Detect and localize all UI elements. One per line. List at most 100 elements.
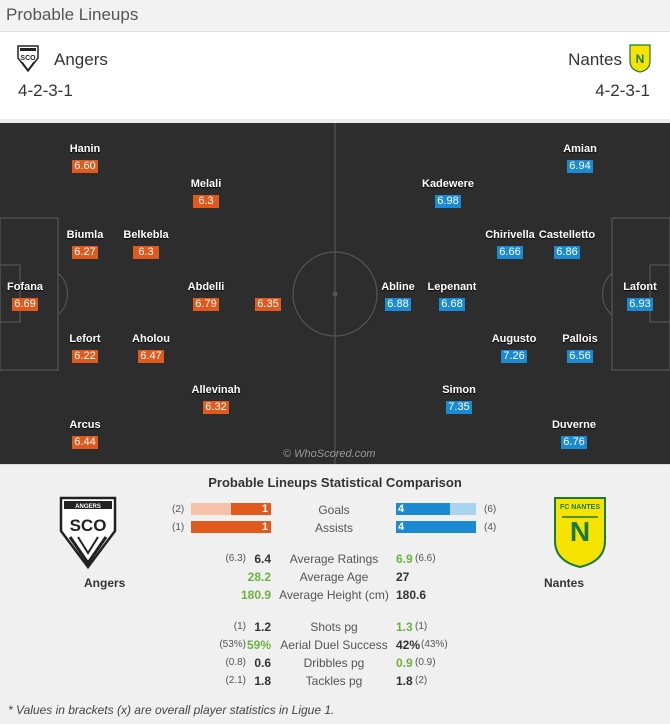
home-stat-value: 1.8 (254, 674, 271, 688)
stat-label: Tackles pg (305, 674, 363, 688)
footnote: * Values in brackets (x) are overall pla… (8, 703, 335, 717)
home-team-name[interactable]: Angers (54, 50, 108, 69)
home-player[interactable]: Biumla 6.27 (40, 229, 130, 260)
player-name: Lepenant (427, 281, 477, 293)
home-player[interactable]: Melali 6.3 (161, 178, 251, 209)
away-goals-overall: (6) (484, 504, 497, 515)
away-stat-value: 1.8 (396, 674, 413, 688)
player-name: Allevinah (191, 384, 241, 396)
player-rating: 6.98 (435, 195, 461, 208)
away-player[interactable]: Lafont 6.93 (595, 281, 670, 312)
pitch: Hanin 6.60 Melali 6.3 Biumla 6.27 Belkeb… (0, 123, 670, 464)
away-player[interactable]: Simon 7.35 (414, 384, 504, 415)
home-overall-value: (0.8) (225, 657, 246, 668)
player-name: Amian (563, 143, 597, 155)
player-name: Arcus (69, 419, 101, 431)
home-stat-value: 0.6 (254, 656, 271, 670)
player-rating: 6.3 (133, 246, 159, 259)
angers-crest-large-icon: ANGERS SCO (59, 496, 117, 569)
home-stat-value: 59% (246, 638, 271, 652)
away-overall-value: (1) (415, 621, 428, 632)
stat-label: Average Height (cm) (279, 588, 389, 602)
home-player[interactable]: Fofana 6.69 (0, 281, 70, 312)
home-player[interactable]: Belkebla 6.3 (101, 229, 191, 260)
player-name: Belkebla (123, 229, 169, 241)
player-rating: 6.76 (561, 436, 587, 449)
player-rating: 6.93 (627, 298, 653, 311)
nantes-crest-icon: N (629, 44, 651, 73)
away-player[interactable]: Chirivella 6.66 (465, 229, 555, 260)
home-stat-value: 1.2 (254, 620, 271, 634)
home-player[interactable]: Hanin 6.60 (40, 143, 130, 174)
svg-text:ANGERS: ANGERS (75, 504, 101, 510)
away-assists-value: 4 (398, 521, 405, 533)
page-title: Probable Lineups (6, 5, 139, 24)
away-overall-value: (6.6) (415, 553, 436, 564)
home-player[interactable]: 6.35 (223, 281, 313, 312)
player-name: Hanin (69, 143, 101, 155)
svg-text:N: N (636, 52, 645, 66)
away-player[interactable]: Augusto 7.26 (469, 333, 559, 364)
stat-label: Average Ratings (289, 552, 379, 566)
away-team-name[interactable]: Nantes (568, 50, 622, 69)
away-overall-value: (2) (415, 675, 428, 686)
player-rating: 6.79 (193, 298, 219, 311)
player-name: Pallois (562, 333, 598, 345)
away-player[interactable]: Abline 6.88 (353, 281, 443, 312)
player-name: Lafont (623, 281, 657, 293)
home-player[interactable]: Allevinah 6.32 (171, 384, 261, 415)
player-rating: 7.26 (501, 350, 527, 363)
away-player[interactable]: Pallois 6.56 (535, 333, 625, 364)
home-overall-value: (53%) (219, 639, 246, 650)
player-rating: 6.22 (72, 350, 98, 363)
player-name: Kadewere (422, 178, 474, 190)
svg-text:FC NANTES: FC NANTES (560, 504, 600, 511)
player-name: Fofana (6, 281, 44, 293)
away-stat-value: 42% (396, 638, 421, 652)
away-team-label: Nantes (544, 576, 585, 590)
home-player[interactable]: Lefort 6.22 (40, 333, 130, 364)
home-assists-bar (191, 521, 271, 533)
player-name: Simon (442, 384, 476, 396)
lineups-header: Probable Lineups (0, 0, 670, 32)
player-rating: 6.56 (567, 350, 593, 363)
home-goals-bar (231, 503, 271, 515)
home-goals-value: 1 (262, 503, 269, 515)
assists-label: Assists (314, 521, 353, 535)
watermark: © WhoScored.com (283, 448, 376, 460)
player-rating: 6.60 (72, 160, 98, 173)
away-player[interactable]: Duverne 6.76 (529, 419, 619, 450)
home-overall-value: (6.3) (225, 553, 246, 564)
player-name: Abline (381, 281, 415, 293)
away-player[interactable]: Lepenant 6.68 (407, 281, 497, 312)
away-player[interactable]: Amian 6.94 (535, 143, 625, 174)
away-player[interactable]: Castelletto 6.86 (522, 229, 612, 260)
player-rating: 6.69 (12, 298, 38, 311)
player-rating: 7.35 (446, 401, 472, 414)
home-player[interactable]: Abdelli 6.79 (161, 281, 251, 312)
stat-label: Average Age (299, 570, 369, 584)
away-formation: 4-2-3-1 (595, 81, 650, 100)
home-goals-overall: (2) (172, 504, 185, 515)
home-player[interactable]: Arcus 6.44 (40, 419, 130, 450)
player-rating: 6.35 (255, 298, 281, 311)
stat-label: Shots pg (310, 620, 358, 634)
svg-text:N: N (570, 516, 590, 547)
player-rating: 6.27 (72, 246, 98, 259)
away-stat-value: 27 (396, 570, 410, 584)
player-name: Lefort (69, 333, 101, 345)
away-assists-bar (396, 521, 476, 533)
player-name: Augusto (491, 333, 537, 345)
stat-comparison: Probable Lineups Statistical Comparison … (0, 464, 670, 724)
svg-text:SCO: SCO (70, 516, 107, 535)
player-name: Melali (190, 178, 222, 190)
player-rating: 6.32 (203, 401, 229, 414)
away-player[interactable]: Kadewere 6.98 (403, 178, 493, 209)
away-overall-value: (0.9) (415, 657, 436, 668)
away-goals-bar (396, 503, 450, 515)
comparison-title: Probable Lineups Statistical Comparison (208, 475, 462, 490)
pitch-markings (0, 123, 670, 464)
away-stat-value: 1.3 (396, 620, 413, 634)
home-player[interactable]: Aholou 6.47 (106, 333, 196, 364)
player-name (223, 281, 313, 294)
